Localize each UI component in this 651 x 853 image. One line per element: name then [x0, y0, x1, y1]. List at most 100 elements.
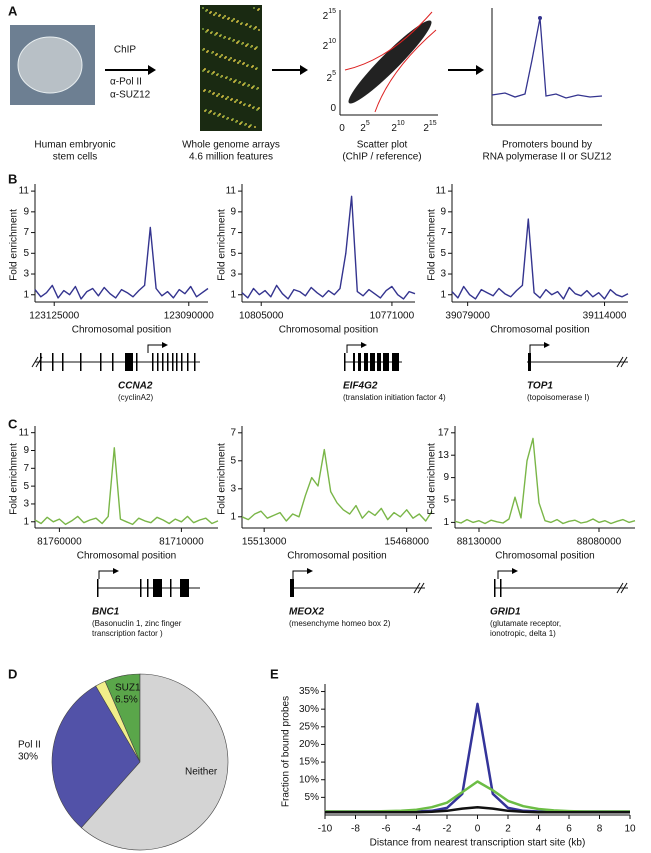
array-spot [220, 76, 222, 78]
array-spot [204, 110, 206, 112]
array-spot [236, 42, 238, 44]
x-tick-label: -4 [412, 824, 421, 835]
y-axis-label: Fraction of bound probes [281, 696, 292, 807]
data-line [241, 195, 416, 300]
array-spot [250, 46, 252, 48]
array-spot [248, 126, 250, 128]
exon [147, 579, 149, 597]
tick-power: 10 [397, 120, 405, 127]
array-spot [249, 26, 251, 28]
array-spot [234, 101, 236, 103]
scatter-tick-label: 25 [360, 120, 370, 134]
gene-description: transcription factor ) [92, 629, 163, 638]
array-spot [253, 7, 255, 9]
promoter-peak [538, 16, 542, 20]
y-tick-label: 3 [230, 269, 236, 280]
array-spot [239, 102, 241, 104]
y-tick-label: 9 [23, 445, 29, 456]
x-axis-label: Chromosomal position [495, 551, 595, 562]
array-spot [233, 60, 235, 62]
caption: RNA polymerase II or SUZ12 [483, 152, 612, 163]
slice-value-label: 6.5% [115, 695, 138, 706]
y-tick-label: 1 [23, 516, 29, 527]
tss-arrow [292, 570, 309, 579]
exon [97, 579, 99, 597]
exon [528, 353, 531, 371]
y-tick-label: 25% [299, 721, 319, 732]
tick-power: 5 [332, 70, 336, 77]
x-tick-label: 2 [505, 824, 511, 835]
caption: Whole genome arrays [182, 140, 280, 151]
exon [370, 353, 375, 371]
x-tick-label: 8 [597, 824, 603, 835]
slice-value-label: 30% [18, 752, 38, 763]
gene-description: (topoisomerase I) [527, 393, 590, 402]
caption: stem cells [53, 152, 97, 163]
y-tick-label: 30% [299, 704, 319, 715]
array-spot [212, 93, 214, 95]
x-axis-label: Chromosomal position [279, 325, 379, 336]
array-spot [205, 31, 207, 33]
tss-arrow [497, 570, 514, 579]
tss-arrow-head [113, 568, 119, 574]
scatter-tick-label: 215 [423, 120, 436, 134]
tick-power: 15 [429, 120, 437, 127]
pie-slice [80, 673, 229, 851]
y-axis-label: Fold enrichment [9, 443, 20, 515]
exon [112, 353, 114, 371]
array-spot [226, 118, 228, 120]
exon [194, 353, 196, 371]
y-tick-label: 9 [443, 472, 449, 483]
data-line [325, 702, 630, 813]
y-tick-label: 17 [438, 427, 450, 438]
y-tick-label: 1 [230, 511, 236, 522]
tick-power: 5 [366, 120, 370, 127]
exon [162, 353, 164, 371]
x-tick-label: 39079000 [445, 311, 490, 322]
array-spot [236, 21, 238, 23]
caption: (ChIP / reference) [342, 152, 421, 163]
y-axis-label: Fold enrichment [427, 443, 438, 515]
array-spot [202, 7, 204, 9]
tick-base: 2 [323, 11, 329, 22]
break-mark [616, 582, 624, 594]
tick-base: 2 [323, 41, 329, 52]
exon [52, 353, 54, 371]
tss-arrow-head [162, 342, 168, 348]
gene-description: (cyclinA2) [118, 393, 153, 402]
exon [494, 579, 496, 597]
promoter-trace [491, 17, 603, 99]
caption: Human embryonic [34, 140, 115, 151]
y-tick-label: 9 [23, 206, 29, 217]
data-line [454, 437, 636, 525]
array-spot [251, 87, 253, 89]
y-tick-label: 7 [230, 227, 236, 238]
array-spot [205, 10, 207, 12]
exon [344, 353, 346, 371]
array-spot [235, 121, 237, 123]
array-spot [237, 62, 239, 64]
gene-name: GRID1 [490, 607, 521, 618]
tick-base: 2 [391, 123, 397, 134]
break-mark [620, 356, 628, 368]
array-spot [256, 88, 258, 90]
array-spot [225, 98, 227, 100]
array-spot [243, 104, 245, 106]
array-spot [219, 56, 221, 58]
exon [100, 353, 102, 371]
x-tick-label: 15468000 [384, 537, 429, 548]
array-spot [258, 29, 260, 31]
exon [140, 579, 142, 597]
y-tick-label: 5 [440, 248, 446, 259]
array-spot [211, 52, 213, 54]
y-tick-label: 3 [440, 269, 446, 280]
gene-description: (Basonuclin 1, zinc finger [92, 619, 182, 628]
array-spot [233, 81, 235, 83]
chip-label: ChIP [114, 45, 137, 56]
array-spot [216, 95, 218, 97]
scatter-tick-label: 215 [323, 8, 336, 22]
tss-arrow [98, 570, 115, 579]
data-line [325, 805, 630, 814]
tick-base: 2 [360, 123, 366, 134]
array-spot [221, 96, 223, 98]
